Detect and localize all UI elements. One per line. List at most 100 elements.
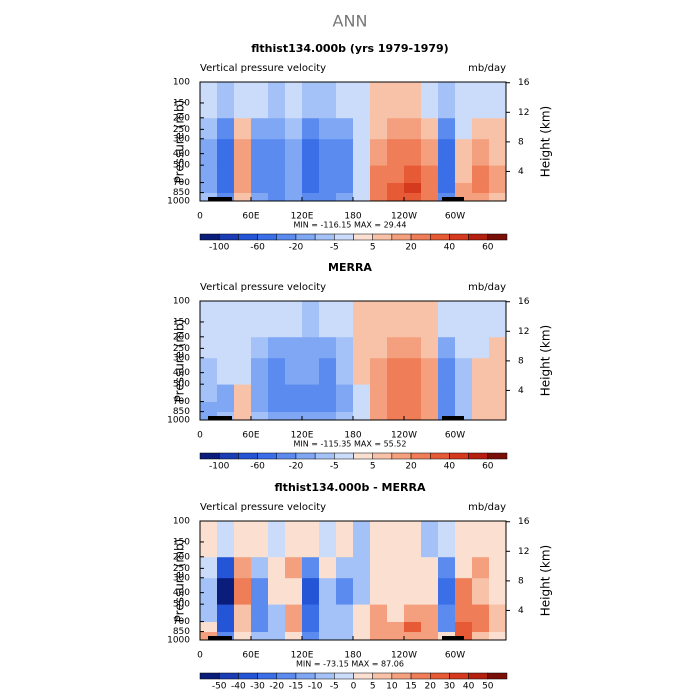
colorbar-box	[257, 672, 277, 680]
contour-cell	[370, 336, 388, 359]
contour-cell	[285, 336, 303, 359]
contour-cell	[353, 401, 371, 413]
contour-cell	[455, 401, 473, 413]
contour-cell	[353, 165, 371, 183]
contour-cell	[302, 182, 320, 194]
contour-cell	[438, 165, 456, 183]
x-tick-label: 60W	[445, 431, 465, 441]
contour-cell	[217, 384, 235, 402]
colorbar-label: -60	[250, 243, 265, 253]
contour-cell	[455, 577, 473, 605]
x-tick-label: 120W	[391, 651, 417, 661]
y-tick-label: 400	[173, 588, 190, 598]
y-tick-label: 250	[173, 344, 190, 354]
topography	[208, 636, 232, 640]
contour-cell	[285, 556, 303, 579]
contour-cell	[370, 82, 388, 119]
colorbar-box	[199, 452, 220, 460]
contour-cell	[285, 192, 303, 202]
contour-cell	[404, 165, 422, 183]
contour-cell	[353, 117, 371, 140]
colorbar-box	[468, 452, 489, 460]
colorbar-box	[391, 672, 412, 680]
contour-cell	[268, 577, 286, 605]
contour-cell	[353, 336, 371, 359]
y2-axis-label: Height (km)	[539, 545, 553, 616]
contour-cell	[387, 411, 405, 421]
y2-tick-label: 12	[518, 547, 529, 557]
x-tick-label: 60W	[445, 212, 465, 222]
right-string: mb/day	[468, 502, 506, 513]
contour-cell	[336, 384, 354, 402]
contour-cell	[234, 82, 252, 119]
contour-cell	[285, 301, 303, 338]
colorbar-label: 20	[425, 682, 437, 692]
x-tick-label: 0	[197, 212, 203, 222]
contour-cell	[489, 165, 507, 183]
colorbar-box	[314, 672, 335, 680]
contour-cell	[387, 384, 405, 402]
panel-title: flthist134.000b (yrs 1979-1979)	[251, 42, 448, 55]
contour-cell	[404, 604, 422, 622]
contour-cell	[370, 556, 388, 579]
colorbar-box	[353, 233, 373, 241]
colorbar-box	[257, 452, 277, 460]
contour-cell	[302, 357, 320, 385]
contour-cell	[336, 411, 354, 421]
left-string: Vertical pressure velocity	[200, 282, 326, 293]
contour-cell	[455, 165, 473, 183]
contour-cell	[370, 301, 388, 338]
contour-cell	[319, 556, 337, 579]
colorbar-label: -20	[289, 243, 304, 253]
contour-cell	[353, 138, 371, 166]
y-tick-label: 1000	[167, 636, 190, 646]
contour-cell	[319, 631, 337, 641]
contour-cell	[285, 384, 303, 402]
contour-cell	[421, 631, 439, 641]
topography	[208, 416, 232, 420]
contour-cell	[489, 192, 507, 202]
contour-cell	[387, 182, 405, 194]
contour-cell	[353, 556, 371, 579]
colorbar-label: -15	[289, 682, 304, 692]
contour-cell	[217, 138, 235, 166]
contour-cell	[387, 117, 405, 140]
y2-tick-label: 4	[518, 606, 524, 616]
contour-cell	[251, 82, 269, 119]
x-tick-label: 120W	[391, 431, 417, 441]
contour-cell	[302, 577, 320, 605]
contour-cell	[251, 301, 269, 338]
contour-cell	[234, 357, 252, 385]
contour-cell	[353, 621, 371, 633]
contour-cell	[251, 357, 269, 385]
contour-cell	[319, 301, 337, 338]
contour-cell	[472, 117, 490, 140]
contour-cell	[200, 384, 218, 402]
contour-cell	[268, 604, 286, 622]
colorbar-box	[334, 452, 354, 460]
x-tick-label: 60W	[445, 651, 465, 661]
colorbar-box	[295, 452, 316, 460]
contour-cell	[268, 192, 286, 202]
contour-cell	[404, 192, 422, 202]
contour-cell	[421, 138, 439, 166]
y2-tick-label: 12	[518, 327, 529, 337]
contour-cell	[319, 411, 337, 421]
colorbar-label: -20	[269, 682, 284, 692]
contour-cell	[421, 401, 439, 413]
colorbar-box	[295, 233, 316, 241]
contour-cell	[234, 401, 252, 413]
contour-cell	[387, 336, 405, 359]
y-tick-label: 250	[173, 125, 190, 135]
left-string: Vertical pressure velocity	[200, 63, 326, 74]
contour-cell	[421, 301, 439, 338]
contour-cell	[268, 521, 286, 558]
contour-cell	[251, 182, 269, 194]
y2-tick-label: 16	[518, 78, 530, 88]
contour-cell	[387, 401, 405, 413]
contour-cell	[353, 631, 371, 641]
contour-cell	[455, 556, 473, 579]
contour-cell	[404, 401, 422, 413]
y-tick-label: 500	[173, 161, 190, 171]
